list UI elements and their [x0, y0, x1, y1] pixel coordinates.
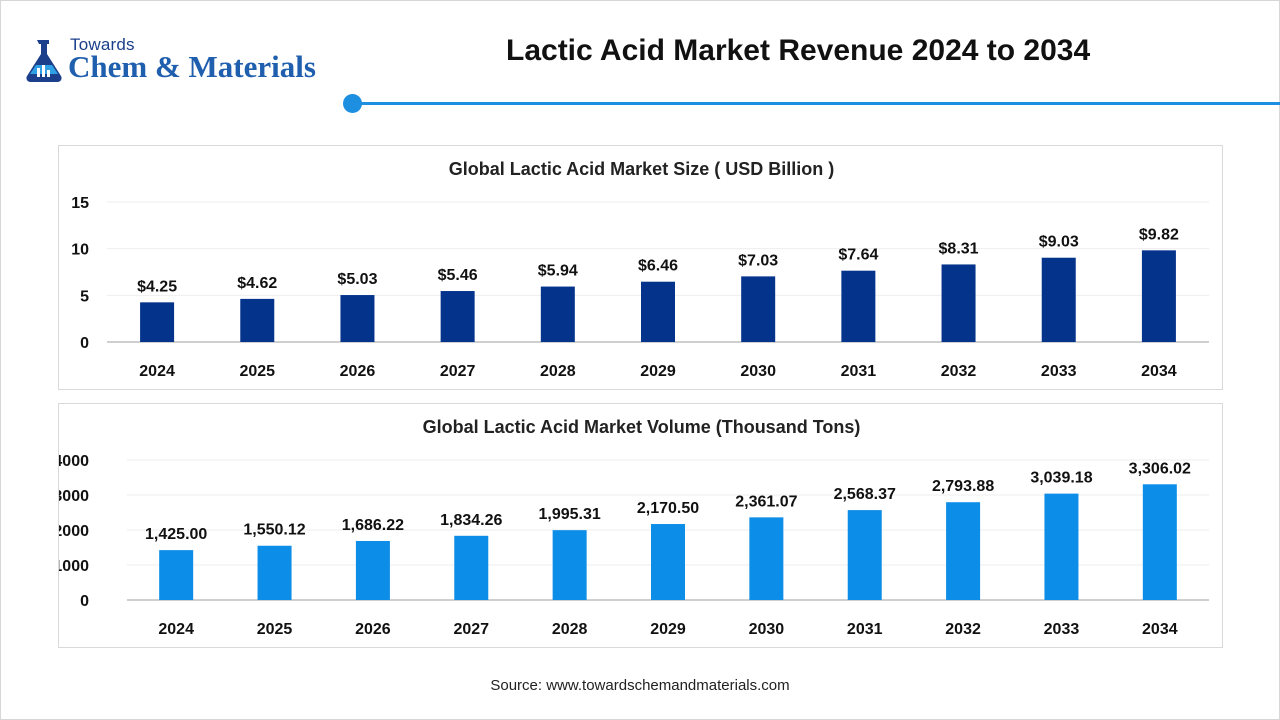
bar	[749, 517, 784, 600]
bar	[440, 291, 475, 342]
data-label: $4.62	[237, 275, 277, 292]
page-title: Lactic Acid Market Revenue 2024 to 2034	[506, 34, 1091, 67]
market-volume-panel: Global Lactic Acid Market Volume (Thousa…	[58, 403, 1223, 648]
x-tick-label: 2024	[139, 363, 175, 380]
data-label: $7.03	[738, 252, 778, 269]
data-label: $5.46	[438, 267, 478, 284]
bar	[454, 535, 489, 600]
data-label: 1,550.12	[243, 522, 305, 539]
bar	[641, 281, 675, 342]
bar	[1142, 484, 1177, 600]
bar	[741, 276, 776, 342]
y-tick-label: 5	[80, 288, 89, 305]
data-label: 1,686.22	[342, 517, 404, 534]
bar	[257, 545, 292, 600]
data-label: 2,793.88	[932, 478, 994, 495]
data-label: $5.94	[538, 263, 578, 280]
y-tick-label: 0	[80, 593, 89, 610]
data-label: $9.82	[1139, 226, 1179, 243]
chart-title: Global Lactic Acid Market Volume (Thousa…	[423, 417, 861, 437]
brand-logo: Towards Chem & Materials	[22, 34, 342, 90]
y-tick-label: 3000	[59, 488, 89, 505]
x-tick-label: 2029	[640, 363, 676, 380]
x-tick-label: 2032	[945, 621, 981, 638]
bar	[941, 264, 976, 342]
bar	[1041, 257, 1076, 342]
x-tick-label: 2032	[941, 363, 977, 380]
bar	[159, 550, 194, 600]
y-tick-label: 4000	[59, 453, 89, 470]
x-tick-label: 2026	[340, 363, 376, 380]
chart-title: Global Lactic Acid Market Size ( USD Bil…	[449, 159, 834, 179]
data-label: $4.25	[137, 278, 177, 295]
source-note: Source: www.towardschemandmaterials.com	[490, 677, 790, 694]
x-tick-label: 2031	[841, 363, 877, 380]
bar	[1044, 493, 1079, 600]
data-label: $9.03	[1039, 234, 1079, 251]
data-label: 2,170.50	[637, 500, 699, 517]
x-tick-label: 2030	[749, 621, 785, 638]
x-tick-label: 2033	[1044, 621, 1080, 638]
market-volume-chart: Global Lactic Acid Market Volume (Thousa…	[59, 417, 1209, 638]
data-label: $6.46	[638, 258, 678, 275]
market-size-chart: Global Lactic Acid Market Size ( USD Bil…	[71, 159, 1209, 380]
x-tick-label: 2025	[239, 363, 275, 380]
x-tick-label: 2034	[1141, 363, 1177, 380]
data-label: $8.31	[939, 240, 979, 257]
y-tick-label: 2000	[59, 523, 89, 540]
data-label: 1,425.00	[145, 526, 207, 543]
data-label: $5.03	[337, 271, 377, 288]
y-tick-label: 1000	[59, 558, 89, 575]
logo-main-text: Chem & Materials	[68, 49, 316, 84]
bar	[355, 540, 390, 600]
x-tick-label: 2034	[1142, 621, 1178, 638]
y-tick-label: 10	[71, 242, 89, 259]
x-tick-label: 2026	[355, 621, 391, 638]
data-label: 1,995.31	[538, 506, 600, 523]
data-label: 2,361.07	[735, 493, 797, 510]
bar	[841, 270, 876, 342]
bar	[140, 302, 175, 342]
bar	[847, 510, 882, 600]
bar	[240, 298, 275, 342]
data-label: 3,039.18	[1030, 470, 1092, 487]
x-tick-label: 2027	[453, 621, 489, 638]
divider-dot	[343, 94, 362, 113]
x-tick-label: 2028	[540, 363, 576, 380]
x-tick-label: 2024	[158, 621, 194, 638]
x-tick-label: 2025	[257, 621, 293, 638]
data-label: 3,306.02	[1129, 460, 1191, 477]
bar	[540, 286, 575, 342]
bar	[651, 524, 685, 600]
data-label: 1,834.26	[440, 512, 502, 529]
market-size-panel: Global Lactic Acid Market Size ( USD Bil…	[58, 145, 1223, 390]
bar	[946, 502, 981, 600]
x-tick-label: 2031	[847, 621, 883, 638]
x-tick-label: 2029	[650, 621, 686, 638]
bar	[1141, 250, 1176, 342]
data-label: 2,568.37	[834, 486, 896, 503]
data-label: $7.64	[838, 247, 878, 264]
title-divider	[352, 102, 1280, 105]
bar	[340, 295, 375, 342]
logo-towards-text: Towards	[70, 35, 135, 54]
y-tick-label: 15	[71, 195, 89, 212]
x-tick-label: 2033	[1041, 363, 1077, 380]
bar	[552, 530, 587, 600]
x-tick-label: 2027	[440, 363, 476, 380]
y-tick-label: 0	[80, 335, 89, 352]
x-tick-label: 2028	[552, 621, 588, 638]
x-tick-label: 2030	[740, 363, 776, 380]
flask-icon	[26, 40, 62, 82]
